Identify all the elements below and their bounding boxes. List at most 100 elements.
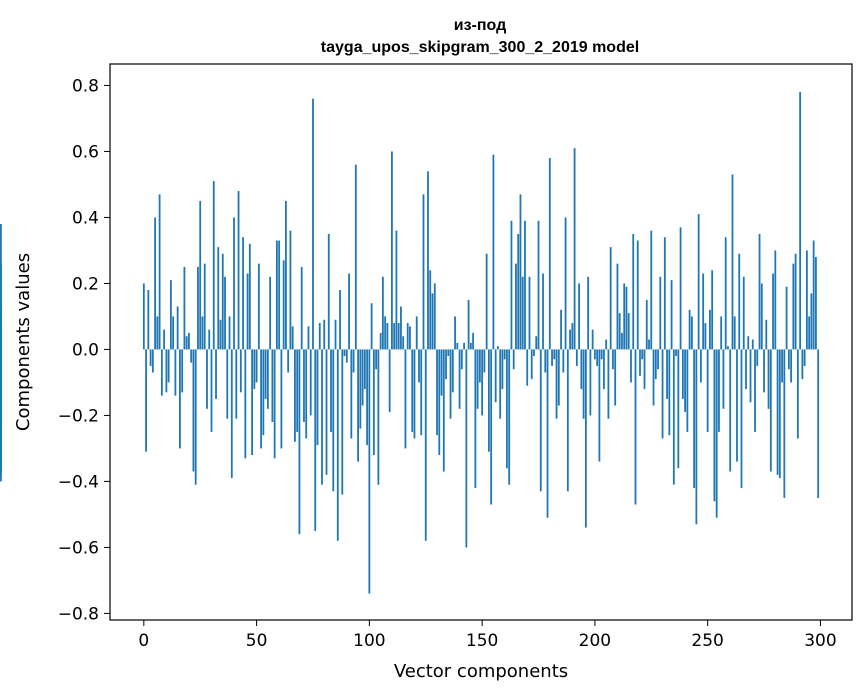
bar xyxy=(751,339,754,350)
bar xyxy=(325,349,328,475)
bar xyxy=(659,276,662,350)
bar xyxy=(663,237,666,350)
bar xyxy=(630,349,632,383)
bar xyxy=(321,349,323,485)
bar xyxy=(246,273,249,350)
bar xyxy=(469,342,472,350)
x-tick-label: 50 xyxy=(246,631,268,651)
bar xyxy=(147,290,150,350)
bar xyxy=(487,349,490,452)
bar xyxy=(503,349,506,360)
x-tick-label: 200 xyxy=(579,631,611,651)
bar xyxy=(686,349,689,432)
bar xyxy=(679,227,682,350)
bar xyxy=(275,240,278,350)
bar xyxy=(492,154,495,350)
bar xyxy=(580,349,583,390)
bar xyxy=(641,349,644,360)
y-tick-label: −0.2 xyxy=(58,406,99,426)
bar xyxy=(449,349,452,419)
bar xyxy=(749,349,752,403)
bar xyxy=(391,151,393,350)
bar xyxy=(251,349,253,456)
bar xyxy=(273,349,276,459)
bar xyxy=(506,349,508,469)
y-tick-label: 0.4 xyxy=(72,208,99,228)
bar xyxy=(654,349,657,380)
bar xyxy=(625,286,628,350)
bar xyxy=(497,346,499,350)
bar xyxy=(693,349,696,489)
bar xyxy=(467,299,470,350)
bar xyxy=(772,273,774,350)
bar xyxy=(230,349,233,479)
bar xyxy=(429,270,432,350)
bar xyxy=(219,319,222,350)
x-tick-label: 0 xyxy=(138,631,149,651)
bar xyxy=(312,98,314,350)
bar xyxy=(303,349,305,423)
bar xyxy=(188,332,190,350)
y-tick-label: 0.8 xyxy=(72,76,99,96)
bar xyxy=(722,349,725,409)
bar xyxy=(208,329,211,350)
bar xyxy=(774,250,777,350)
bar xyxy=(675,349,677,357)
bar xyxy=(760,283,763,350)
bar xyxy=(179,349,181,449)
bar xyxy=(289,230,292,350)
bar xyxy=(474,349,477,489)
bar xyxy=(264,349,267,399)
y-tick-label: 0.2 xyxy=(72,274,99,294)
bar xyxy=(300,266,303,350)
bar xyxy=(661,349,664,439)
bar xyxy=(176,306,179,350)
bar xyxy=(510,220,513,350)
bar xyxy=(393,323,396,350)
bar xyxy=(794,253,797,350)
bar xyxy=(336,349,339,541)
bar xyxy=(465,349,468,548)
bar xyxy=(483,349,486,373)
bar xyxy=(519,194,522,350)
bar xyxy=(472,332,474,350)
bar xyxy=(551,349,553,366)
bar xyxy=(291,326,294,350)
bar xyxy=(341,349,344,495)
bar xyxy=(636,240,639,350)
bar xyxy=(517,233,520,350)
bar xyxy=(623,283,626,350)
bar xyxy=(790,349,792,383)
bar xyxy=(652,349,655,406)
bar xyxy=(792,263,795,350)
bar xyxy=(447,349,450,357)
bar xyxy=(271,349,274,423)
bar xyxy=(571,323,574,350)
bar xyxy=(740,349,743,489)
bar xyxy=(463,342,465,350)
bar xyxy=(709,309,711,350)
bar xyxy=(431,293,434,350)
bar xyxy=(787,349,790,370)
bar xyxy=(695,349,698,525)
bar xyxy=(481,349,484,416)
bar xyxy=(589,349,592,416)
y-tick-label: 0.0 xyxy=(72,340,99,360)
bar xyxy=(280,349,283,449)
bar xyxy=(720,316,723,350)
bar xyxy=(521,276,524,350)
bar xyxy=(142,283,145,350)
bar xyxy=(781,349,783,383)
bar xyxy=(512,349,515,370)
bar xyxy=(544,349,547,373)
bar xyxy=(415,316,418,350)
bar xyxy=(226,349,229,419)
bar xyxy=(627,313,630,350)
bar xyxy=(260,349,262,449)
bar xyxy=(203,263,206,350)
bar xyxy=(742,276,745,350)
bar xyxy=(244,349,247,459)
bar xyxy=(476,349,479,409)
bar xyxy=(803,349,806,366)
bar xyxy=(424,349,427,541)
